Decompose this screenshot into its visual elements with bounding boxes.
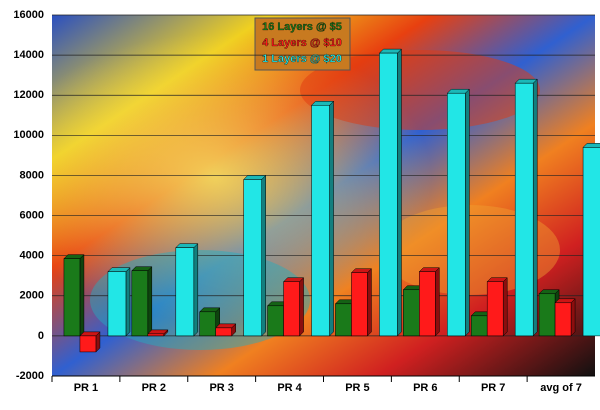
bar-side <box>125 267 131 337</box>
bar-top <box>514 78 538 84</box>
bar-side <box>193 243 199 337</box>
bar <box>283 281 300 337</box>
x-tick-label: PR 3 <box>209 382 233 394</box>
y-tick-label: 8000 <box>20 169 44 181</box>
x-tick-label: PR 1 <box>74 382 98 394</box>
bar <box>79 335 97 353</box>
y-tick-label: -2000 <box>16 370 44 382</box>
y-tick-label: 6000 <box>20 209 44 221</box>
bar <box>419 271 436 337</box>
bar-side <box>570 298 576 337</box>
legend-entry: 16 Layers @ $5 <box>262 21 342 33</box>
bar <box>175 247 195 337</box>
legend-entry: 4 Layers @ $10 <box>262 37 342 49</box>
bar-top <box>175 243 199 248</box>
x-tick-label: PR 5 <box>345 382 369 394</box>
bar-side <box>367 268 372 337</box>
y-tick-label: 12000 <box>13 89 44 101</box>
bar-side <box>502 277 508 337</box>
bar <box>403 289 420 337</box>
bar <box>351 272 368 337</box>
bar <box>147 333 165 337</box>
legend <box>254 17 351 71</box>
bar-side <box>532 78 538 337</box>
bar <box>267 305 284 337</box>
x-tick-label: avg of 7 <box>540 382 582 394</box>
bar <box>107 271 127 337</box>
y-tick-label: 10000 <box>13 129 44 141</box>
bar <box>582 147 600 337</box>
x-tick-label: PR 6 <box>413 382 437 394</box>
bar <box>447 92 466 337</box>
y-tick-label: 2000 <box>20 290 44 302</box>
bar-top <box>107 267 131 272</box>
bar-side <box>329 100 334 337</box>
bar <box>215 327 232 337</box>
bar <box>486 281 504 337</box>
x-tick-label: PR 2 <box>142 382 166 394</box>
bar <box>514 82 534 337</box>
bar <box>243 179 262 337</box>
y-tick-label: 4000 <box>20 250 44 262</box>
bar-side <box>435 267 440 337</box>
bar-side <box>397 48 402 337</box>
y-tick-label: 14000 <box>13 49 44 61</box>
bar-side <box>299 277 304 337</box>
x-tick-label: PR 7 <box>481 382 505 394</box>
bar <box>131 270 149 337</box>
bar-side <box>147 266 153 337</box>
bar <box>335 303 352 337</box>
bar <box>538 293 556 337</box>
bar-top <box>243 175 267 180</box>
bar-top <box>378 48 403 54</box>
x-tick-label: PR 4 <box>277 382 302 394</box>
bar-side <box>261 174 266 337</box>
bar <box>199 311 216 337</box>
bar <box>63 258 81 337</box>
bar-top <box>446 88 470 94</box>
legend-entry: 1 Layers @ $20 <box>262 53 342 65</box>
bar <box>311 105 330 337</box>
bar <box>470 315 488 337</box>
bar-top <box>310 101 335 106</box>
bar <box>379 52 398 337</box>
bar <box>554 302 572 337</box>
y-tick-label: 0 <box>38 330 44 342</box>
bar-side <box>465 88 470 337</box>
bar-side <box>79 254 85 337</box>
y-tick-label: 16000 <box>13 9 44 21</box>
